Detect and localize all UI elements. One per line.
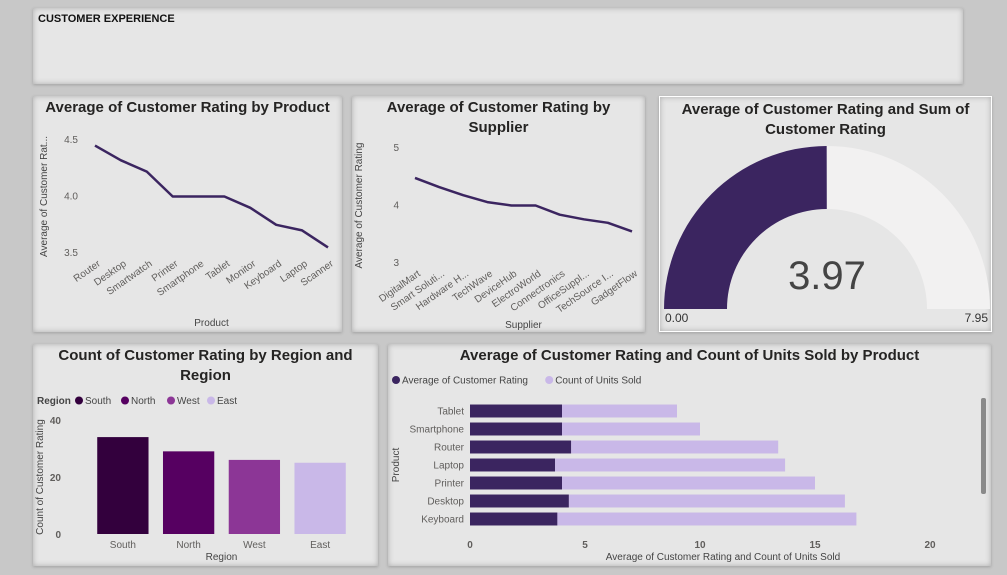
legend-marker	[392, 376, 400, 384]
y-tick-label: 0	[55, 530, 61, 541]
y-tick-label: 4.5	[64, 135, 78, 146]
legend-marker	[207, 396, 215, 405]
y-tick-label: Printer	[435, 479, 465, 490]
x-axis-title: Supplier	[505, 320, 542, 331]
y-axis-title: Average of Customer Rating	[354, 143, 365, 269]
bar	[228, 459, 281, 534]
legend-marker	[75, 396, 83, 405]
header-panel: CUSTOMER EXPERIENCE	[33, 8, 963, 84]
y-tick-label: Smartphone	[410, 425, 465, 436]
legend-label: East	[217, 396, 237, 407]
chart-title: Average of Customer Rating and Sum of Cu…	[681, 101, 970, 138]
rating-gauge-panel[interactable]: Average of Customer Rating and Sum of Cu…	[659, 96, 992, 332]
rating-units-by-product-chart: Average of Customer Rating Count of Units…	[391, 376, 936, 564]
bar-segment	[557, 512, 857, 526]
bar-segment	[568, 494, 845, 508]
bar-segment	[571, 440, 779, 454]
x-tick-label: North	[176, 540, 200, 551]
legend-label: North	[131, 396, 155, 407]
x-tick-label: South	[110, 540, 136, 551]
bar	[294, 462, 346, 534]
bar	[97, 437, 149, 534]
y-tick-label: 4	[393, 201, 399, 212]
legend-marker	[167, 396, 175, 405]
y-axis-title: Product	[391, 448, 402, 483]
y-tick-label: Laptop	[433, 461, 464, 472]
bar-segment	[562, 422, 700, 436]
y-tick-label: 3	[393, 258, 399, 269]
legend-label: South	[85, 396, 111, 407]
chart-title: Count of Customer Rating by Region and R…	[58, 347, 353, 384]
y-tick-label: 3.5	[64, 248, 78, 259]
rating-by-product-panel[interactable]: Average of Customer Rating by Product 4.…	[33, 96, 342, 332]
bar-segment	[470, 458, 556, 472]
legend-label: Count of Units Sold	[555, 376, 641, 387]
chart-title: Average of Customer Rating and Count of …	[459, 347, 920, 364]
count-by-region-panel[interactable]: Count of Customer Rating by Region and R…	[33, 344, 378, 566]
y-tick-label: 5	[393, 143, 399, 154]
x-tick-label: West	[243, 540, 266, 551]
bar-segment	[470, 494, 569, 508]
bar-segment	[562, 404, 677, 418]
bar-segment	[562, 476, 815, 490]
count-by-region-chart: Region South North West East 40 20 0 South North W…	[35, 396, 346, 563]
gauge-fill	[664, 146, 827, 309]
y-tick-label: 40	[50, 416, 62, 427]
bar-segment	[470, 422, 562, 436]
x-tick-label: East	[310, 540, 330, 551]
x-axis-title: Product	[194, 318, 229, 329]
x-tick-label: 0	[467, 540, 473, 551]
bar-segment	[470, 440, 572, 454]
bar-segment	[470, 512, 558, 526]
x-axis-title: Region	[206, 552, 238, 563]
y-tick-label: Desktop	[427, 497, 464, 508]
x-tick-label: 20	[924, 540, 936, 551]
bar-segment	[470, 476, 562, 490]
x-tick-label: 5	[582, 540, 588, 551]
y-axis-title: Average of Customer Rat...	[39, 136, 50, 257]
y-axis-title: Count of Customer Rating	[35, 419, 46, 535]
rating-units-by-product-panel[interactable]: Average of Customer Rating and Count of …	[388, 344, 991, 566]
legend-title: Region	[37, 396, 71, 407]
legend-marker	[121, 396, 129, 405]
rating-gauge-chart: 3.97 0.00 7.95	[664, 146, 990, 325]
rating-by-supplier-panel[interactable]: Average of Customer Rating by Supplier 5…	[352, 96, 645, 332]
legend-label: Average of Customer Rating	[402, 376, 528, 387]
bar-segment	[555, 458, 786, 472]
x-tick-label: 15	[809, 540, 821, 551]
gauge-max-label: 7.95	[965, 311, 989, 325]
gauge-min-label: 0.00	[665, 311, 689, 325]
bar	[162, 451, 215, 534]
x-tick-label: 10	[694, 540, 706, 551]
series-line	[94, 144, 329, 249]
gauge-value: 3.97	[788, 254, 866, 298]
scrollbar[interactable]	[981, 398, 986, 494]
y-tick-label: Keyboard	[421, 515, 464, 526]
page-title: CUSTOMER EXPERIENCE	[38, 13, 175, 25]
chart-title: Average of Customer Rating by Supplier	[386, 99, 611, 136]
y-tick-label: Router	[434, 443, 465, 454]
chart-title: Average of Customer Rating by Product	[45, 99, 330, 116]
bar-segment	[470, 404, 562, 418]
y-tick-label: Tablet	[437, 407, 464, 418]
rating-by-product-chart: 4.54.03.5RouterDesktopSmartwatchPrinterS…	[39, 135, 336, 329]
y-tick-label: 20	[50, 473, 62, 484]
x-axis-title: Average of Customer Rating and Count of …	[606, 552, 840, 563]
series-line	[414, 176, 633, 233]
legend-label: West	[177, 396, 200, 407]
legend-marker	[545, 376, 554, 384]
y-tick-label: 4.0	[64, 192, 78, 203]
